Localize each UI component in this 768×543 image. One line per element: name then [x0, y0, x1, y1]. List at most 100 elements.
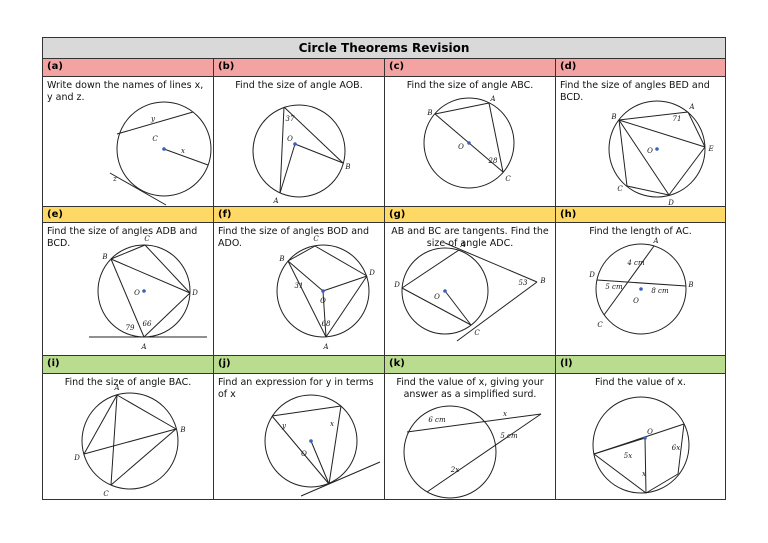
diagram-label: 66	[143, 320, 152, 328]
diagram: D A O 53 B C	[393, 241, 546, 342]
section-label: (h)	[555, 206, 726, 223]
diagram: 6 cm x 5 cm 2x	[403, 405, 542, 499]
diagram-label: D	[393, 281, 400, 289]
diagram-label: O	[633, 297, 639, 305]
diagram-label: B	[179, 426, 185, 434]
question: Find the size of angle AOB.	[235, 80, 363, 91]
diagram-label: D	[73, 454, 80, 462]
diagram: A D 4 cm 5 cm 8 cm B O C	[588, 237, 694, 335]
section-label: (b)	[213, 58, 385, 77]
diagram-label: D	[588, 271, 595, 279]
diagram-label: 5 cm	[605, 283, 623, 291]
line	[618, 119, 706, 148]
line	[644, 437, 647, 494]
line	[401, 249, 460, 289]
line	[444, 290, 472, 326]
circle	[401, 247, 489, 335]
question: Write down the names of lines x, y and z…	[47, 80, 204, 103]
line	[271, 415, 330, 485]
line	[287, 245, 316, 262]
question: Find an expression for y in terms of x	[218, 377, 374, 400]
centre-dot	[162, 147, 166, 151]
diagram-label: B	[101, 253, 107, 261]
diagram-label: x	[330, 420, 334, 428]
diagram-label: x	[181, 147, 185, 155]
question: Find the size of angles BED and BCD.	[560, 80, 710, 103]
section-label: (a)	[42, 58, 214, 77]
section-label: (g)	[384, 206, 556, 223]
diagram-label: 5x	[624, 452, 632, 460]
diagram: A B D C	[73, 384, 185, 498]
diagram-label: B	[278, 255, 284, 263]
section-label: (e)	[42, 206, 214, 223]
diagram: y x O	[264, 394, 381, 497]
line	[677, 423, 685, 475]
question: Find the size of angles BOD and ADO.	[218, 226, 370, 249]
section-cell: Find the value of x, giving your answer …	[384, 373, 556, 500]
diagram-label: z	[112, 175, 117, 183]
line	[596, 279, 687, 287]
section-label: (j)	[213, 355, 385, 374]
section-cell: Find the size of angle BAC. A B D C	[42, 373, 214, 500]
line	[668, 146, 706, 196]
line	[434, 102, 490, 115]
diagram-label: C	[144, 235, 150, 243]
question: Find the value of x.	[595, 377, 686, 388]
diagram-label: 28	[488, 157, 498, 165]
line	[328, 405, 342, 485]
centre-dot	[467, 141, 471, 145]
diagram-label: O	[434, 293, 440, 301]
diagram-label: O	[287, 135, 293, 143]
line	[110, 258, 145, 338]
diagram-label: 53	[519, 279, 528, 287]
centre-dot	[321, 289, 325, 293]
line	[163, 148, 209, 166]
diagram-label: D	[368, 269, 375, 277]
line	[283, 106, 344, 164]
diagram-label: C	[152, 135, 158, 143]
section-label: (d)	[555, 58, 726, 77]
diagram-label: C	[505, 175, 511, 183]
diagram-label: A	[652, 237, 658, 245]
line	[406, 413, 542, 433]
line	[287, 260, 324, 292]
diagram: A B 71 O E C D	[608, 100, 714, 206]
circle	[252, 104, 346, 198]
diagram: B C D 31 O 68 A	[276, 235, 375, 351]
diagram-label: C	[597, 321, 603, 329]
diagram-label: C	[617, 185, 623, 193]
diagram-label: B	[687, 281, 693, 289]
line	[426, 413, 542, 493]
section-cell: Find the size of angles ADB and BCD. C B O D…	[42, 222, 214, 356]
line	[144, 244, 191, 294]
line	[279, 143, 296, 194]
centre-dot	[443, 289, 447, 293]
section-cell: Find the value of x. O 6x 5x x	[555, 373, 726, 500]
diagram-label: A	[322, 343, 328, 351]
line	[83, 428, 177, 455]
question: Find the value of x, giving your answer …	[396, 377, 544, 400]
line	[271, 405, 342, 417]
diagram-label: D	[191, 289, 198, 297]
circle	[276, 244, 370, 338]
line	[322, 290, 327, 338]
question: Find the size of angle BAC.	[64, 377, 192, 388]
section-label: (f)	[213, 206, 385, 223]
centre-dot	[639, 287, 643, 291]
line	[325, 275, 368, 338]
diagram-label: 4 cm	[626, 259, 645, 267]
circle	[264, 394, 358, 488]
section-cell: Find the size of angles BED and BCD. A B 71…	[555, 76, 726, 207]
diagram-label: A	[489, 95, 495, 103]
question: Find the size of angle ABC.	[406, 80, 534, 91]
diagram: 37 O A B	[252, 104, 351, 205]
diagram-label: B	[426, 109, 432, 117]
circle	[608, 100, 706, 198]
diagram-label: 37	[286, 115, 295, 123]
line	[618, 119, 670, 196]
section-cell: Find an expression for y in terms of x y x…	[213, 373, 385, 500]
line	[444, 242, 538, 283]
diagram: C B O D 79 66 A	[89, 235, 207, 351]
line	[109, 172, 167, 206]
circle	[403, 405, 497, 499]
